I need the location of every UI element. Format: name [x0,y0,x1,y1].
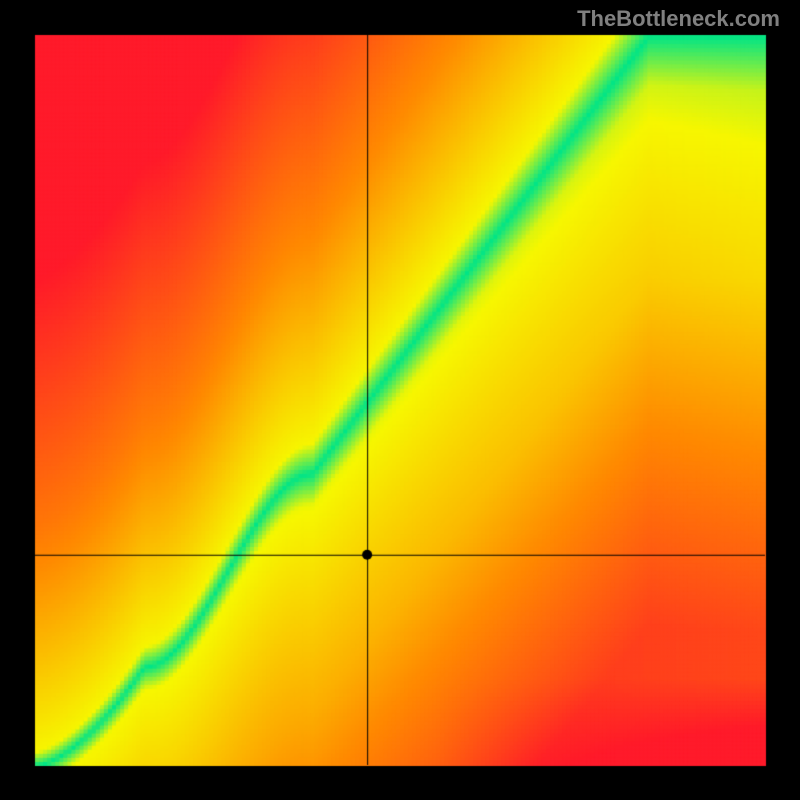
bottleneck-heatmap [0,0,800,800]
watermark-text: TheBottleneck.com [577,6,780,32]
chart-container: TheBottleneck.com [0,0,800,800]
